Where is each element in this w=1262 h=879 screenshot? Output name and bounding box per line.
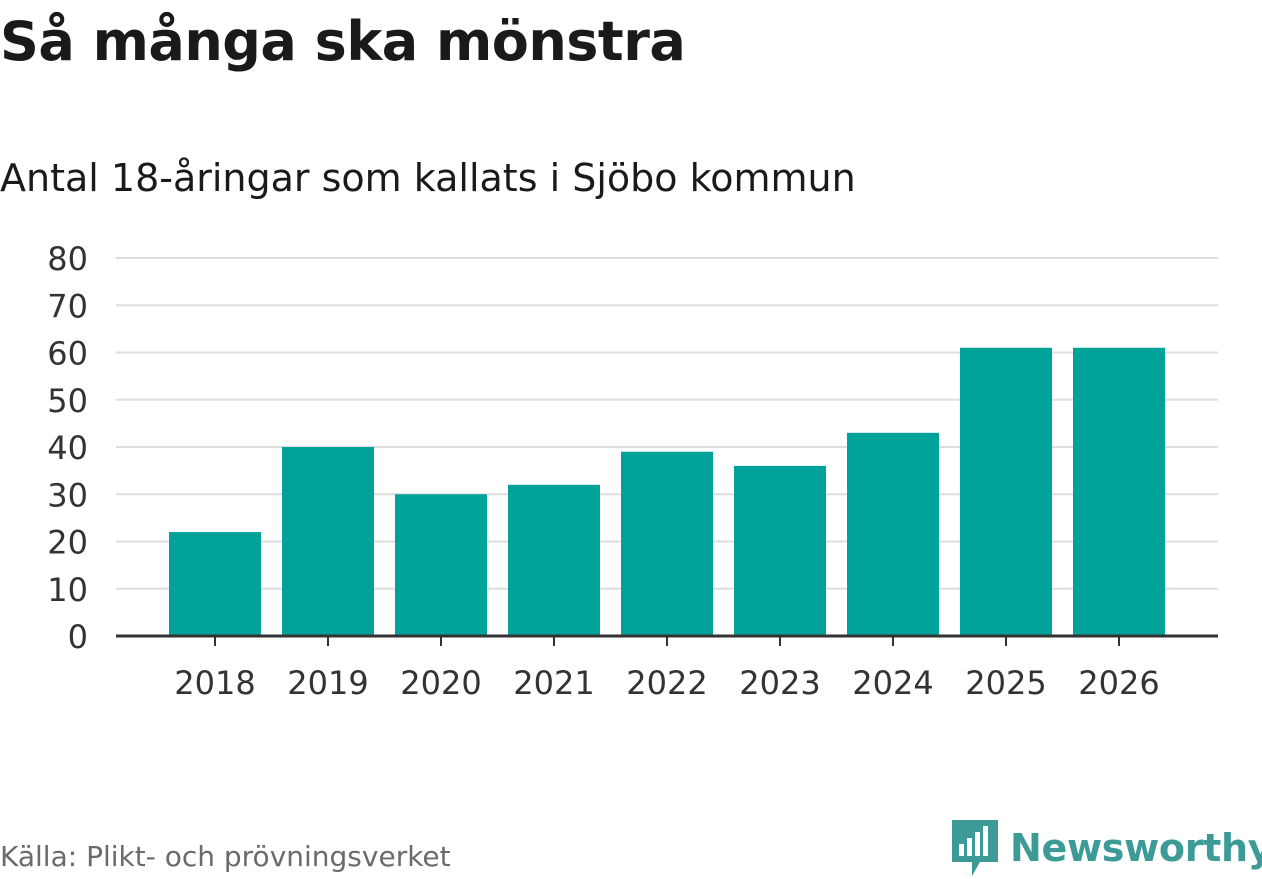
bar <box>282 447 374 636</box>
chart-subtitle: Antal 18-åringar som kallats i Sjöbo kom… <box>0 156 856 200</box>
y-tick-label: 60 <box>47 335 88 373</box>
bar <box>621 451 713 636</box>
newsworthy-logo-icon <box>952 820 998 876</box>
y-tick-label: 20 <box>47 524 88 562</box>
y-tick-label: 70 <box>47 287 88 325</box>
x-tick-label: 2024 <box>852 664 933 702</box>
bar <box>1073 347 1165 636</box>
bar <box>169 532 261 636</box>
x-tick-label: 2019 <box>287 664 368 702</box>
bar <box>847 432 939 636</box>
y-tick-label: 80 <box>47 240 88 278</box>
y-tick-label: 40 <box>47 429 88 467</box>
y-tick-label: 30 <box>47 476 88 514</box>
y-tick-label: 10 <box>47 571 88 609</box>
bar <box>960 347 1052 636</box>
y-tick-label: 0 <box>68 618 88 656</box>
bar <box>395 494 487 636</box>
chart-title: Så många ska mönstra <box>0 10 686 73</box>
bar <box>734 465 826 636</box>
x-tick-label: 2025 <box>965 664 1046 702</box>
x-tick-label: 2021 <box>513 664 594 702</box>
source-note: Källa: Plikt- och prövningsverket <box>0 840 451 873</box>
x-tick-label: 2020 <box>400 664 481 702</box>
x-tick-label: 2026 <box>1078 664 1159 702</box>
brand-name: Newsworthy <box>1010 826 1262 870</box>
x-tick-label: 2018 <box>174 664 255 702</box>
y-tick-label: 50 <box>47 382 88 420</box>
x-tick-label: 2023 <box>739 664 820 702</box>
newsworthy-logo: Newsworthy <box>950 818 1262 878</box>
x-tick-label: 2022 <box>626 664 707 702</box>
bar <box>508 484 600 636</box>
